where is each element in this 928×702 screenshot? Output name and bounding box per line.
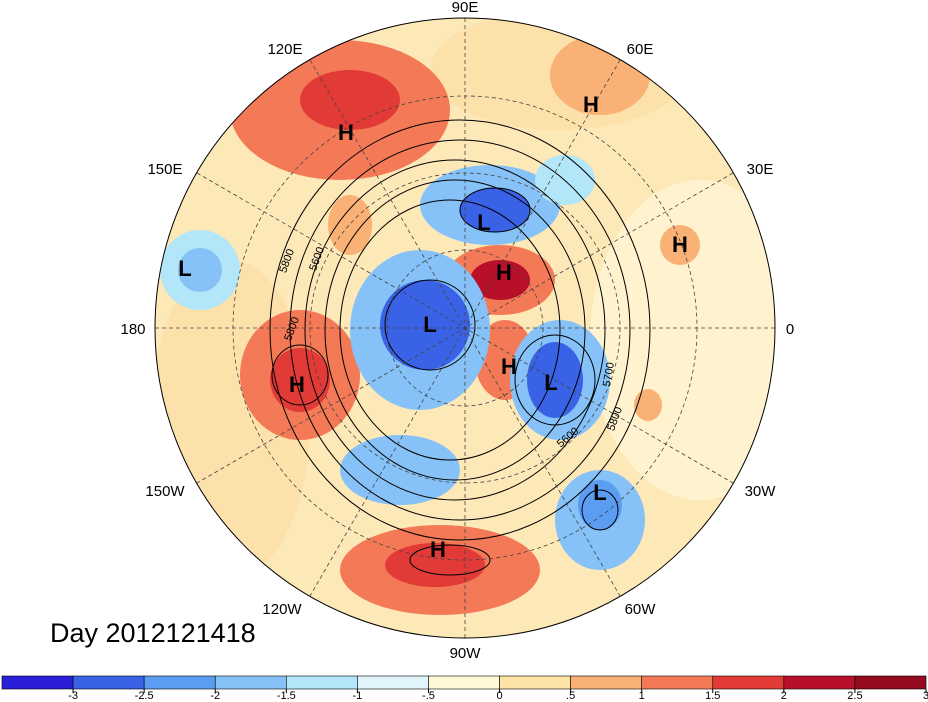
- contour-label: 5700: [601, 361, 617, 387]
- longitude-labels: 90E 120E 60E 150E 30E 180 0 150W 30W 120…: [120, 0, 794, 662]
- colorbar-swatch: [214, 675, 287, 690]
- low-center-pacific: L: [178, 256, 191, 281]
- colorbar-swatch: [712, 675, 785, 690]
- high-center-beaufort: H: [496, 260, 512, 285]
- colorbar-tick-label: -1: [352, 690, 362, 702]
- lon-label-30e: 30E: [747, 161, 774, 178]
- lon-label-90e: 90E: [452, 0, 479, 16]
- colorbar-swatch: [854, 675, 927, 690]
- colorbar-swatch: [143, 675, 216, 690]
- map-border: [154, 17, 776, 639]
- high-center-gulf: H: [430, 537, 446, 562]
- lon-label-90w: 90W: [450, 645, 482, 662]
- low-center-baikal: L: [477, 210, 490, 235]
- low-center-north-atlantic: L: [544, 370, 557, 395]
- low-center-arctic: L: [423, 312, 436, 337]
- colorbar-tick-label: -2.5: [135, 690, 154, 702]
- colorbar-tick-label: .5: [566, 690, 575, 702]
- colorbar: -3 -2.5 -2 -1.5 -1 -.5 0 .5 1 1.5 2 2.5 3: [1, 675, 928, 702]
- colorbar-swatch: [1, 675, 74, 690]
- lon-label-150w: 150W: [145, 483, 185, 500]
- lon-label-120e: 120E: [267, 41, 302, 58]
- colorbar-tick-label: 1.5: [705, 690, 720, 702]
- low-center-central-atlantic: L: [593, 480, 606, 505]
- colorbar-swatch: [641, 675, 714, 690]
- graticule: [155, 18, 775, 638]
- high-center-east-siberia: H: [338, 120, 354, 145]
- colorbar-tick-label: -2: [210, 690, 220, 702]
- colorbar-tick-label: 2.5: [847, 690, 862, 702]
- colorbar-swatch: [286, 675, 358, 690]
- lon-label-120w: 120W: [262, 601, 302, 618]
- colorbar-swatch: [499, 675, 571, 690]
- colorbar-tick-label: -.5: [422, 690, 435, 702]
- colorbar-tick-label: -3: [68, 690, 78, 702]
- colorbar-tick-label: -1.5: [277, 690, 296, 702]
- colorbar-tick-label: 3: [923, 690, 928, 702]
- anomaly-field: [155, 18, 775, 638]
- colorbar-tick-label: 1: [639, 690, 645, 702]
- height-contours: [269, 119, 651, 576]
- colorbar-tick-label: 2: [781, 690, 787, 702]
- lon-label-150e: 150E: [147, 161, 182, 178]
- date-title: Day 2012121418: [50, 618, 256, 648]
- lon-label-60w: 60W: [625, 601, 657, 618]
- colorbar-swatch: [72, 675, 145, 690]
- high-center-north-pacific: H: [289, 372, 305, 397]
- lon-label-60e: 60E: [627, 41, 654, 58]
- colorbar-swatch: [783, 675, 856, 690]
- colorbar-swatch: [357, 675, 429, 690]
- high-center-central-asia: H: [583, 92, 599, 117]
- high-center-greenland: H: [501, 354, 517, 379]
- colorbar-tick-label: 0: [496, 690, 502, 702]
- pressure-centers: H H L H L H L H H L L H: [178, 92, 688, 562]
- lon-label-0: 0: [786, 321, 794, 338]
- lon-label-30w: 30W: [745, 483, 777, 500]
- high-center-caspian: H: [672, 232, 688, 257]
- colorbar-swatch: [570, 675, 642, 690]
- colorbar-swatch: [428, 675, 500, 690]
- lon-label-180: 180: [120, 321, 145, 338]
